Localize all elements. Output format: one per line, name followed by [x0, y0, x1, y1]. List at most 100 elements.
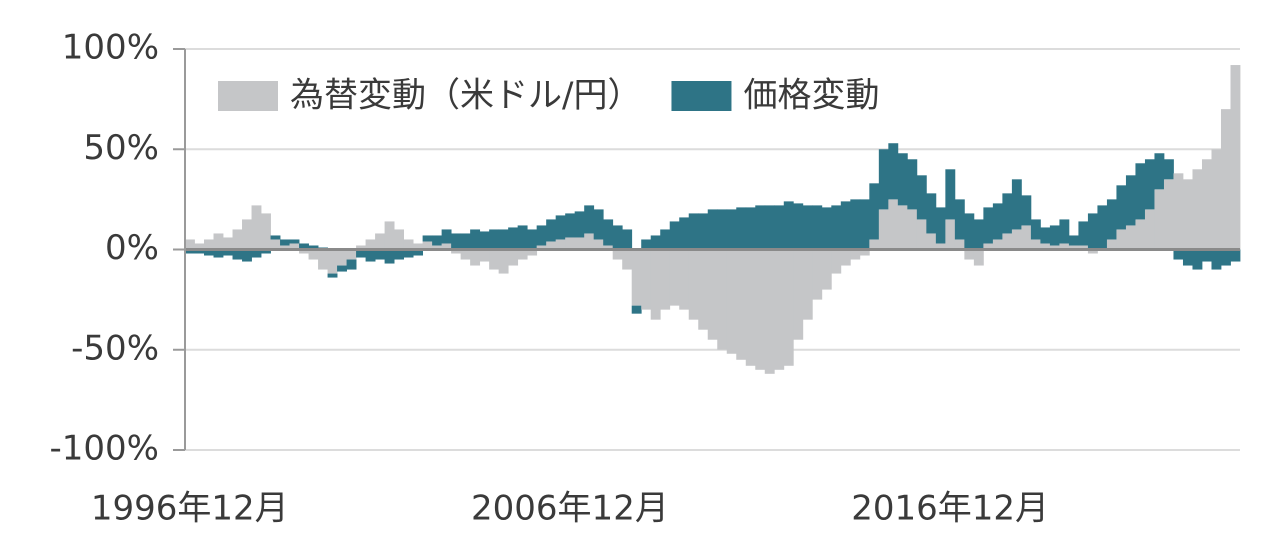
y-tick-label: 0% — [105, 228, 159, 268]
bar — [878, 149, 889, 210]
bar — [346, 259, 357, 270]
bar — [726, 209, 737, 250]
bar — [536, 245, 547, 250]
x-tick-label: 1996年12月 — [91, 489, 289, 529]
bar — [242, 249, 252, 262]
bar — [679, 249, 690, 310]
bar — [460, 249, 471, 260]
bar — [1049, 225, 1060, 246]
y-tick-label: 100% — [62, 28, 159, 68]
bar — [783, 249, 794, 366]
bar — [1030, 219, 1041, 240]
bar — [755, 205, 766, 250]
bar — [831, 249, 842, 274]
bar — [926, 193, 937, 234]
bar — [1078, 221, 1089, 246]
bar — [793, 203, 804, 250]
bar — [337, 249, 347, 266]
legend-label: 為替変動（米ドル/円） — [290, 76, 641, 116]
bar — [973, 249, 984, 266]
bar — [1230, 249, 1241, 262]
bar — [498, 249, 509, 274]
bar — [631, 305, 642, 314]
bar — [660, 229, 671, 250]
bar — [1125, 225, 1136, 250]
bar — [1192, 169, 1203, 250]
bar — [935, 207, 946, 244]
bar — [270, 235, 281, 240]
bar — [299, 249, 309, 254]
bar — [650, 249, 661, 320]
bar — [261, 249, 271, 254]
bar — [869, 239, 880, 250]
bar — [840, 249, 851, 266]
bar — [289, 243, 300, 250]
bar — [194, 243, 205, 250]
bar — [1154, 189, 1165, 250]
bar — [802, 249, 813, 320]
bar — [204, 249, 214, 256]
legend-swatch — [671, 81, 732, 111]
bar — [555, 239, 566, 250]
bar — [717, 249, 728, 350]
bar — [736, 249, 747, 360]
bar — [774, 249, 785, 370]
bar — [517, 249, 528, 260]
bar — [232, 249, 243, 260]
bar — [1220, 249, 1231, 266]
bar — [1097, 205, 1108, 250]
bar — [717, 209, 728, 250]
bar — [327, 249, 338, 274]
bar — [546, 219, 557, 242]
bar — [812, 249, 823, 300]
bar — [641, 239, 652, 250]
bar — [232, 229, 243, 250]
bar — [308, 245, 319, 250]
bar — [1173, 249, 1184, 260]
bar — [593, 239, 604, 250]
bar — [631, 249, 642, 306]
bar — [422, 235, 433, 242]
bar — [489, 249, 500, 270]
bar — [1106, 239, 1117, 250]
bar — [641, 249, 652, 310]
bar — [1002, 193, 1013, 234]
bar — [1021, 225, 1032, 250]
bar — [441, 243, 452, 250]
bar — [223, 249, 233, 256]
bar — [565, 213, 576, 238]
bar — [536, 225, 547, 246]
bar — [945, 219, 956, 250]
bar — [432, 235, 443, 246]
bar — [365, 249, 376, 262]
bar — [698, 213, 709, 250]
bar — [479, 231, 490, 250]
y-tick-label: -50% — [71, 328, 159, 368]
bar — [1201, 159, 1212, 250]
bar — [764, 205, 775, 250]
bar — [964, 249, 975, 260]
bar — [783, 201, 794, 250]
bar — [1040, 243, 1051, 250]
bar — [185, 239, 195, 250]
bar — [593, 209, 604, 240]
bar — [356, 249, 366, 258]
bar — [859, 249, 870, 256]
bar — [612, 225, 623, 250]
bar — [755, 249, 766, 370]
bar — [802, 205, 813, 250]
bar — [432, 245, 443, 250]
bar — [299, 243, 309, 250]
bar — [1021, 195, 1032, 226]
bar — [1078, 245, 1089, 250]
bar — [546, 241, 557, 250]
bar — [422, 241, 433, 250]
bar — [1163, 179, 1174, 250]
bar — [204, 239, 214, 250]
bar — [622, 229, 633, 250]
bar — [1144, 159, 1155, 210]
bar — [850, 199, 861, 250]
bar — [821, 207, 832, 250]
bar — [508, 249, 519, 266]
legend-label: 価格変動 — [743, 76, 879, 116]
